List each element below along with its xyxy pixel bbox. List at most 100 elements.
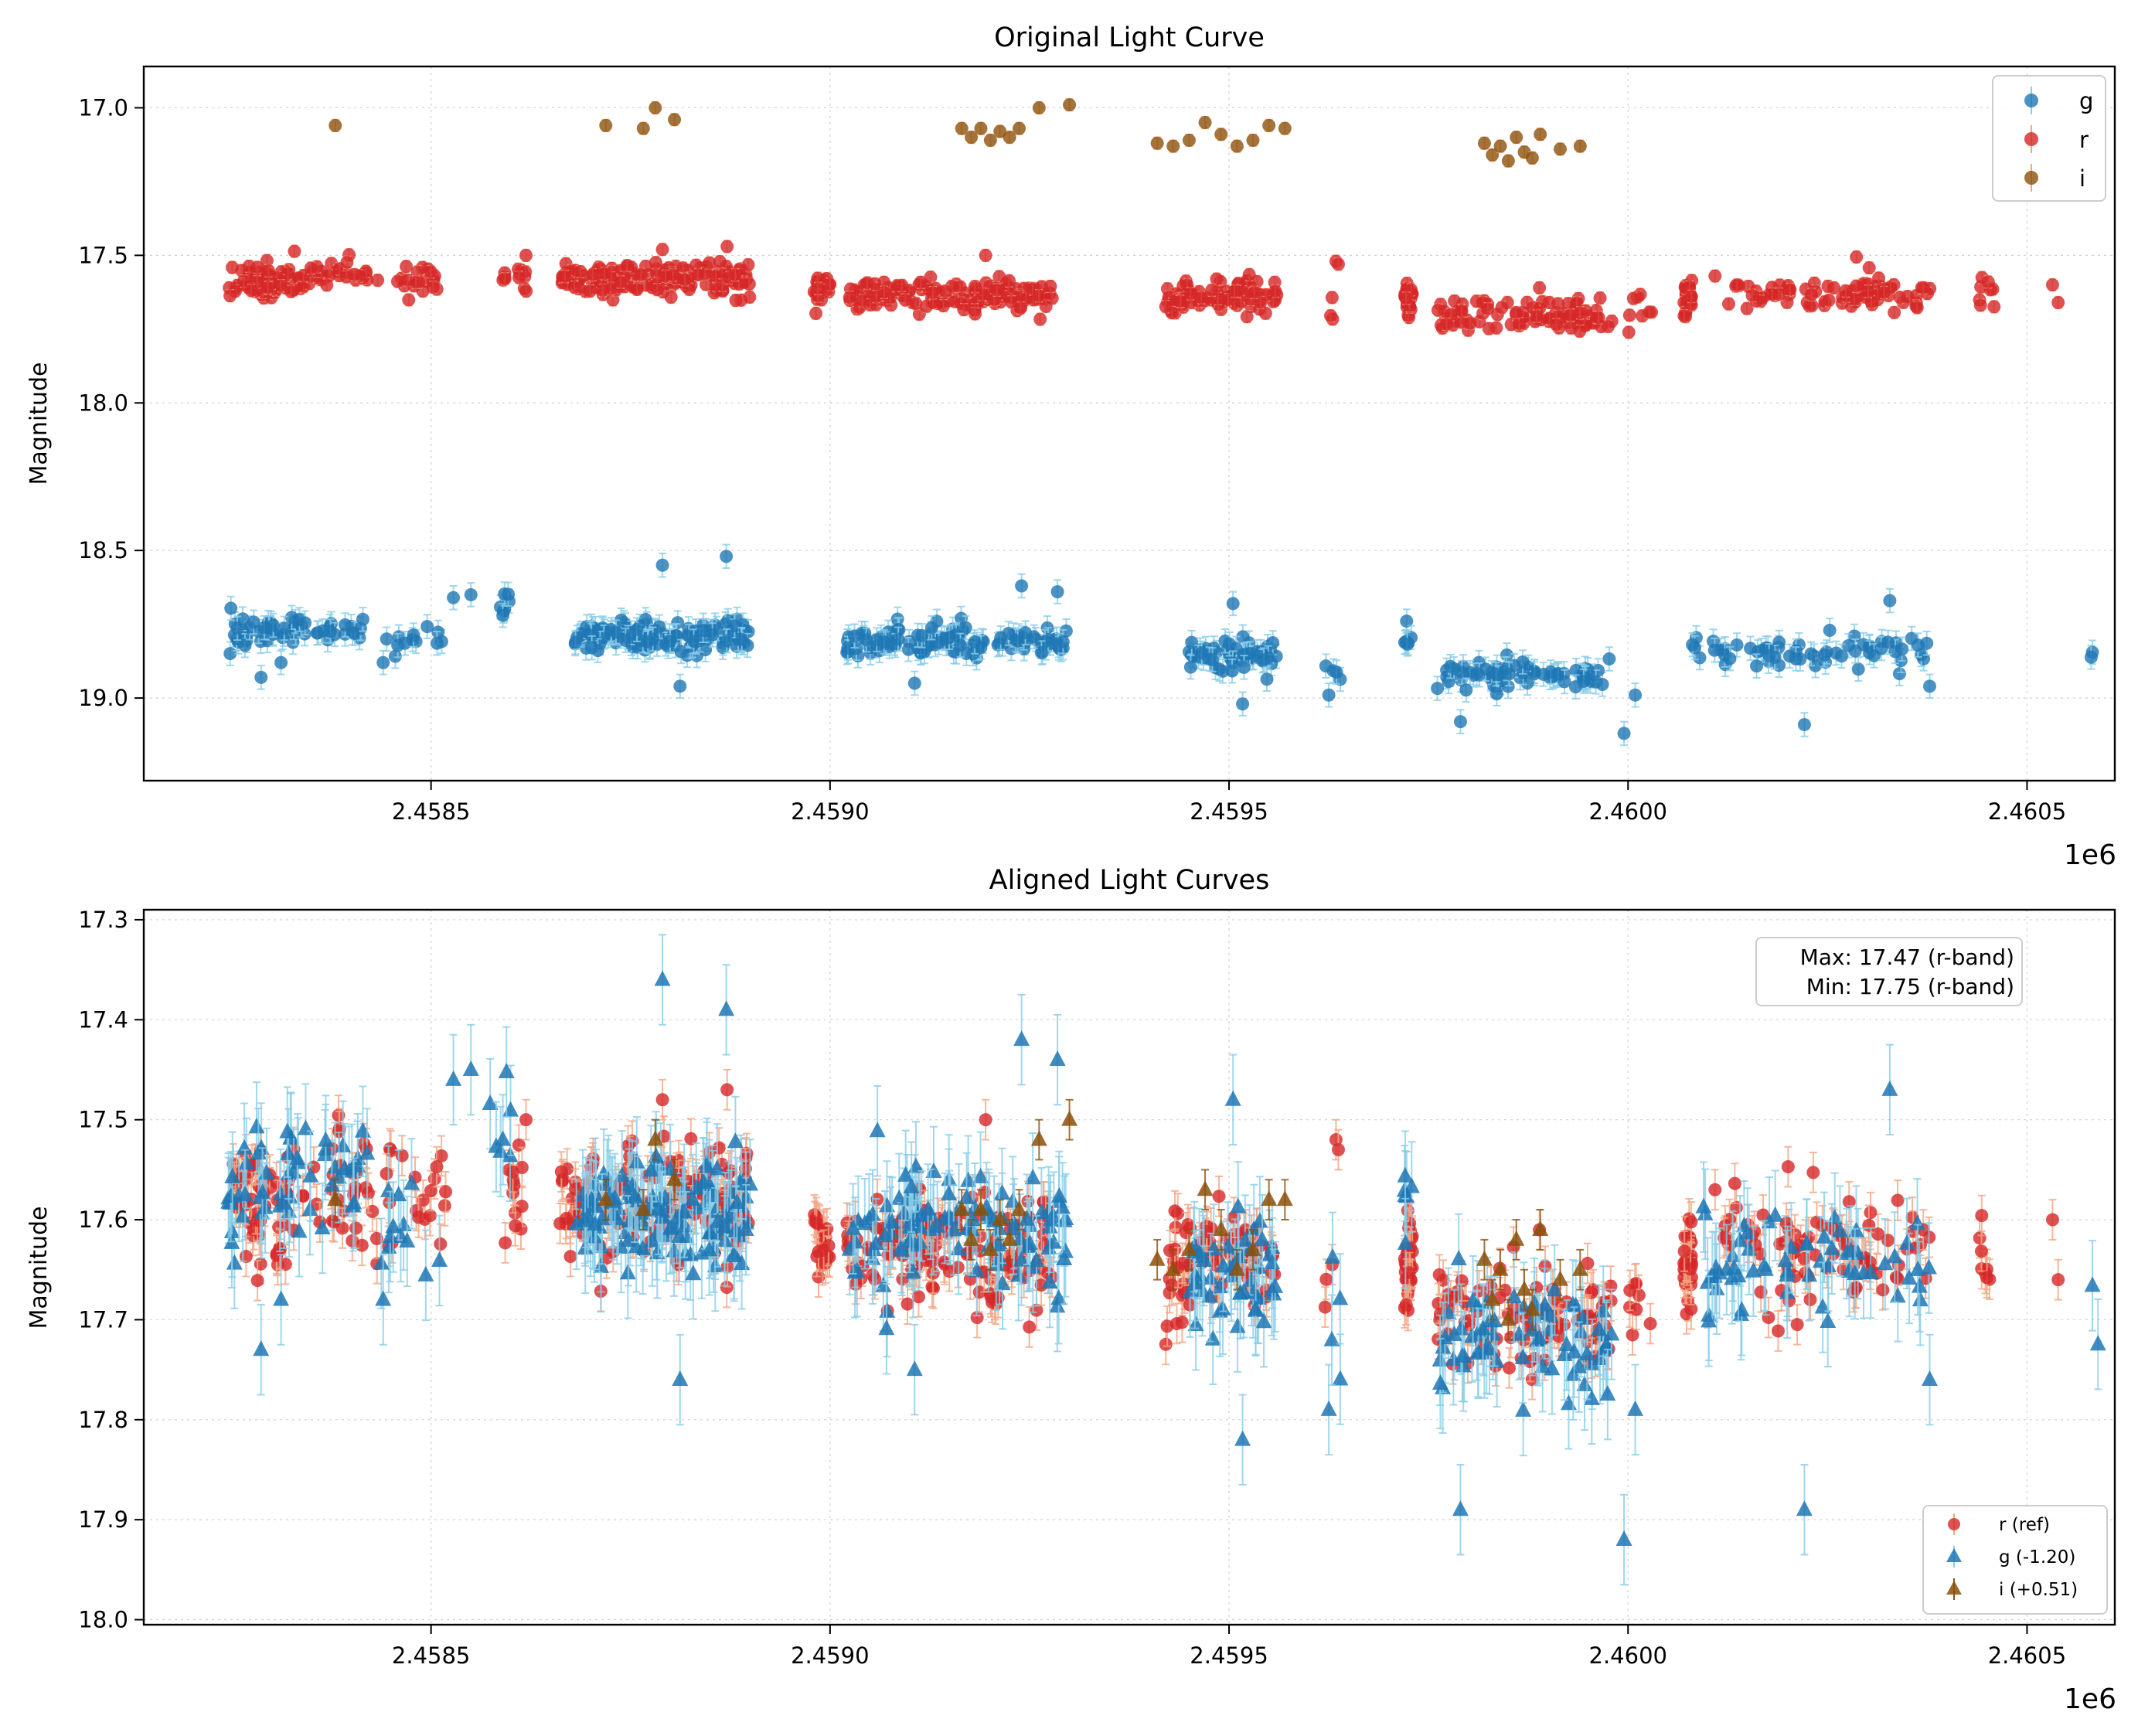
data-point xyxy=(915,628,929,642)
data-point xyxy=(713,255,727,269)
data-point xyxy=(969,307,982,321)
data-point xyxy=(574,264,587,278)
data-point xyxy=(1234,295,1248,309)
data-point xyxy=(1550,318,1564,332)
data-point xyxy=(1237,660,1251,674)
data-point xyxy=(1173,294,1187,308)
data-point xyxy=(1823,623,1837,637)
data-point xyxy=(260,254,274,267)
data-point xyxy=(1479,662,1493,676)
data-point xyxy=(304,261,318,275)
data-point xyxy=(1592,311,1605,325)
data-point xyxy=(1454,315,1468,329)
data-point xyxy=(371,274,385,288)
data-point xyxy=(1011,634,1025,648)
data-point xyxy=(1881,635,1895,649)
data-point xyxy=(811,271,825,285)
data-point xyxy=(620,259,634,273)
data-point xyxy=(402,293,416,307)
data-point xyxy=(735,632,749,646)
plot-area xyxy=(144,66,2115,781)
data-point xyxy=(1551,297,1565,311)
data-point xyxy=(1050,585,1064,599)
data-point xyxy=(1851,662,1865,676)
grid-lines xyxy=(144,66,2115,781)
original-light-curve-panel: Original Light Curve 2.4585 2.4590 2.4595 2… xyxy=(26,22,2116,871)
data-point xyxy=(1573,324,1587,338)
data-point xyxy=(811,281,825,295)
data-point xyxy=(1399,291,1413,305)
data-point xyxy=(407,628,420,642)
data-point xyxy=(1617,727,1631,740)
data-point xyxy=(519,284,533,298)
data-point xyxy=(1797,717,1811,731)
data-point xyxy=(676,261,690,275)
data-point xyxy=(691,267,705,281)
data-point xyxy=(447,591,461,604)
data-point xyxy=(1693,651,1707,665)
data-point xyxy=(498,272,512,286)
data-point xyxy=(638,613,652,627)
data-point xyxy=(936,299,950,313)
data-point xyxy=(1324,308,1338,322)
data-point xyxy=(558,270,572,284)
data-point xyxy=(1459,683,1473,697)
data-point xyxy=(1686,638,1700,652)
data-point xyxy=(1569,663,1583,677)
data-point xyxy=(1892,667,1906,681)
data-point xyxy=(340,255,354,269)
data-point xyxy=(666,268,680,282)
data-point xyxy=(1226,597,1240,611)
data-point xyxy=(1922,679,1936,693)
data-points xyxy=(223,98,2099,747)
data-point xyxy=(1544,665,1558,679)
data-point xyxy=(586,267,600,281)
data-point xyxy=(703,256,717,270)
data-point xyxy=(990,283,1004,297)
data-point xyxy=(1248,285,1261,299)
data-point xyxy=(1223,637,1237,651)
data-point xyxy=(1400,614,1414,628)
data-point xyxy=(606,293,620,307)
data-point xyxy=(895,278,909,292)
data-point xyxy=(1442,675,1455,689)
data-point xyxy=(1783,283,1797,297)
data-point xyxy=(891,632,905,646)
data-point xyxy=(1895,642,1909,656)
data-point xyxy=(650,283,664,297)
data-point xyxy=(1260,672,1274,686)
data-point xyxy=(1159,300,1173,314)
data-point xyxy=(938,284,952,298)
data-point xyxy=(1003,274,1016,288)
data-point xyxy=(914,275,928,289)
data-point xyxy=(1005,295,1019,309)
data-point xyxy=(1527,667,1541,681)
data-point xyxy=(1439,317,1453,331)
data-point xyxy=(953,638,967,652)
data-point xyxy=(1643,305,1656,319)
data-point xyxy=(583,284,597,298)
data-point xyxy=(277,621,291,635)
data-point xyxy=(1750,659,1764,673)
data-point xyxy=(696,624,710,638)
data-point xyxy=(671,616,685,630)
data-point xyxy=(615,613,628,627)
data-point xyxy=(1489,321,1503,335)
data-point xyxy=(1195,646,1209,660)
data-point xyxy=(1002,626,1016,640)
data-point xyxy=(1401,637,1415,651)
data-point xyxy=(310,626,324,640)
data-point xyxy=(2084,650,2098,664)
data-point xyxy=(237,274,250,288)
data-point xyxy=(356,612,369,626)
data-point xyxy=(320,278,334,292)
data-point xyxy=(288,244,301,258)
data-point xyxy=(1626,291,1640,305)
data-point xyxy=(1183,660,1197,674)
data-point xyxy=(860,633,873,647)
data-point xyxy=(284,284,298,298)
data-point xyxy=(1723,652,1737,665)
data-point xyxy=(223,289,237,303)
data-point xyxy=(1804,647,1818,661)
data-point xyxy=(424,265,437,279)
